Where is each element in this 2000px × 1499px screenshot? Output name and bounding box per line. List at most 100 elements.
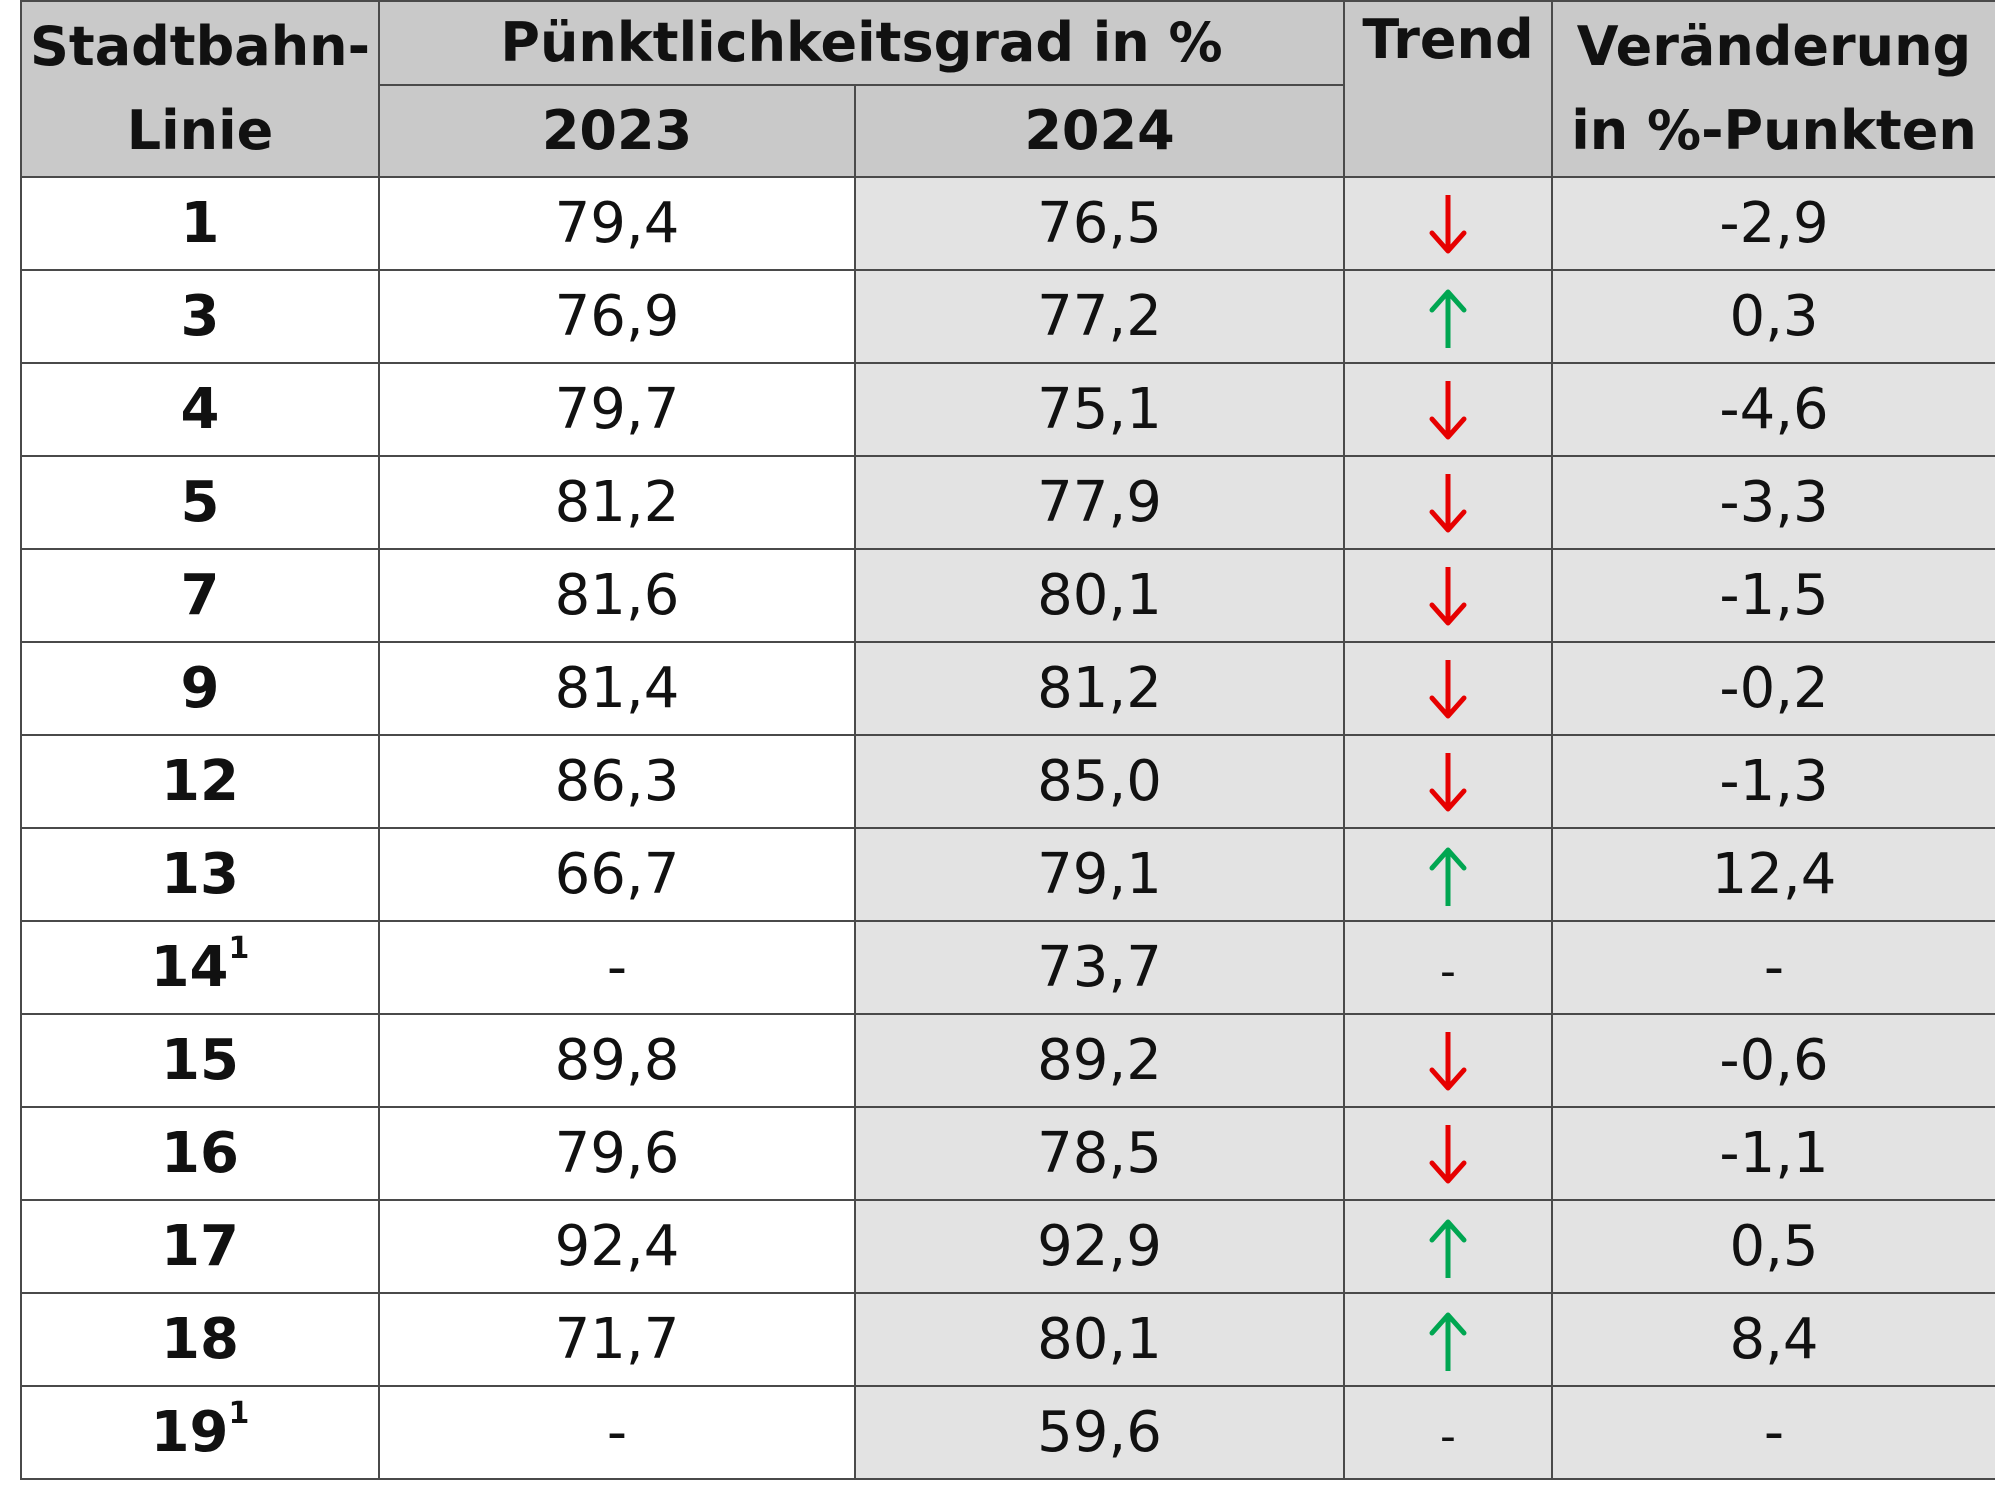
cell-line: 18: [20, 1292, 380, 1387]
cell-2023: -: [378, 1385, 856, 1480]
cell-trend: [1343, 1292, 1553, 1387]
cell-line: 13: [20, 827, 380, 922]
cell-2023: 71,7: [378, 1292, 856, 1387]
cell-2023: -: [378, 920, 856, 1015]
trend-none: -: [1440, 946, 1456, 997]
arrow-up-icon: [1429, 1219, 1467, 1279]
cell-change: -1,1: [1551, 1106, 1995, 1201]
arrow-down-icon: [1429, 1125, 1467, 1184]
cell-2023: 81,6: [378, 548, 856, 643]
cell-trend: [1343, 827, 1553, 922]
table-row: 18 71,7 80,1 8,4: [20, 1292, 1995, 1387]
arrow-down-icon: [1429, 753, 1467, 812]
table-row: 141-73,7- -: [20, 920, 1995, 1015]
arrow-up-icon: [1429, 1312, 1467, 1372]
table-row: 7 81,6 80,1 -1,5: [20, 548, 1995, 643]
line-number: 15: [161, 1028, 239, 1093]
cell-2023: 66,7: [378, 827, 856, 922]
cell-trend: [1343, 455, 1553, 550]
cell-trend: [1343, 1106, 1553, 1201]
cell-2023: 79,4: [378, 176, 856, 271]
header-change-bottom: in %-Punkten: [1571, 99, 1977, 162]
cell-2024: 79,1: [854, 827, 1345, 922]
line-number: 12: [161, 749, 239, 814]
cell-2023: 79,7: [378, 362, 856, 457]
cell-line: 1: [20, 176, 380, 271]
cell-trend: [1343, 269, 1553, 364]
cell-trend: [1343, 176, 1553, 271]
cell-change: -4,6: [1551, 362, 1995, 457]
cell-trend: [1343, 548, 1553, 643]
arrow-up-icon: [1429, 847, 1467, 907]
cell-change: 8,4: [1551, 1292, 1995, 1387]
line-number: 9: [180, 656, 220, 721]
header-line-top: Stadtbahn-: [29, 15, 370, 79]
cell-2024: 76,5: [854, 176, 1345, 271]
cell-2024: 89,2: [854, 1013, 1345, 1108]
line-number: 13: [161, 842, 239, 907]
cell-change: -0,6: [1551, 1013, 1995, 1108]
punctuality-table: Stadtbahn- Linie Pünktlichkeitsgrad in %…: [20, 0, 1995, 1480]
header-year-2024: 2024: [854, 84, 1345, 178]
table-row: 12 86,3 85,0 -1,3: [20, 734, 1995, 829]
cell-change: 12,4: [1551, 827, 1995, 922]
arrow-down-icon: [1429, 660, 1467, 719]
cell-2023: 92,4: [378, 1199, 856, 1294]
cell-2023: 79,6: [378, 1106, 856, 1201]
arrow-up-icon: [1429, 289, 1467, 349]
line-number: 19: [150, 1400, 229, 1465]
cell-line: 141: [20, 920, 380, 1015]
header-change-top: Veränderung: [1576, 15, 1972, 79]
cell-2024: 73,7: [854, 920, 1345, 1015]
line-number: 18: [161, 1307, 239, 1372]
cell-2024: 80,1: [854, 1292, 1345, 1387]
cell-2023: 81,2: [378, 455, 856, 550]
cell-line: 16: [20, 1106, 380, 1201]
cell-2023: 89,8: [378, 1013, 856, 1108]
line-number: 7: [180, 563, 220, 628]
cell-2024: 92,9: [854, 1199, 1345, 1294]
cell-line: 17: [20, 1199, 380, 1294]
table-header: Stadtbahn- Linie Pünktlichkeitsgrad in %…: [20, 0, 1995, 178]
line-number: 4: [180, 377, 220, 442]
cell-change: -3,3: [1551, 455, 1995, 550]
cell-line: 4: [20, 362, 380, 457]
cell-trend: -: [1343, 1385, 1553, 1480]
cell-2024: 75,1: [854, 362, 1345, 457]
table-row: 5 81,2 77,9 -3,3: [20, 455, 1995, 550]
header-trend: Trend: [1343, 0, 1553, 178]
cell-trend: -: [1343, 920, 1553, 1015]
table-row: 3 76,9 77,2 0,3: [20, 269, 1995, 364]
header-change: Veränderung in %-Punkten: [1551, 0, 1995, 178]
cell-2024: 77,9: [854, 455, 1345, 550]
cell-line: 7: [20, 548, 380, 643]
cell-trend: [1343, 641, 1553, 736]
cell-change: 0,3: [1551, 269, 1995, 364]
arrow-down-icon: [1429, 567, 1467, 626]
cell-line: 15: [20, 1013, 380, 1108]
header-year-2023: 2023: [378, 84, 856, 178]
table-row: 9 81,4 81,2 -0,2: [20, 641, 1995, 736]
line-number: 3: [180, 284, 220, 349]
punctuality-table-frame: Stadtbahn- Linie Pünktlichkeitsgrad in %…: [20, 0, 1995, 1499]
table-body: 1 79,4 76,5 -2,9 3 76,9 77,2 0,3 4 79,7 75,1 -4,6 5 8…: [20, 176, 1995, 1480]
cell-change: -1,3: [1551, 734, 1995, 829]
cell-line: 9: [20, 641, 380, 736]
cell-change: -1,5: [1551, 548, 1995, 643]
cell-change: -0,2: [1551, 641, 1995, 736]
cell-line: 191: [20, 1385, 380, 1480]
line-number: 16: [161, 1121, 239, 1186]
cell-2024: 81,2: [854, 641, 1345, 736]
cell-change: -: [1551, 1385, 1995, 1480]
line-number: 1: [180, 191, 220, 256]
cell-trend: [1343, 362, 1553, 457]
cell-2023: 76,9: [378, 269, 856, 364]
table-row: 17 92,4 92,9 0,5: [20, 1199, 1995, 1294]
cell-change: 0,5: [1551, 1199, 1995, 1294]
cell-2024: 59,6: [854, 1385, 1345, 1480]
table-row: 191-59,6- -: [20, 1385, 1995, 1480]
table-row: 16 79,6 78,5 -1,1: [20, 1106, 1995, 1201]
table-row: 1 79,4 76,5 -2,9: [20, 176, 1995, 271]
footnote-marker: 1: [228, 931, 250, 966]
line-number: 5: [180, 470, 220, 535]
